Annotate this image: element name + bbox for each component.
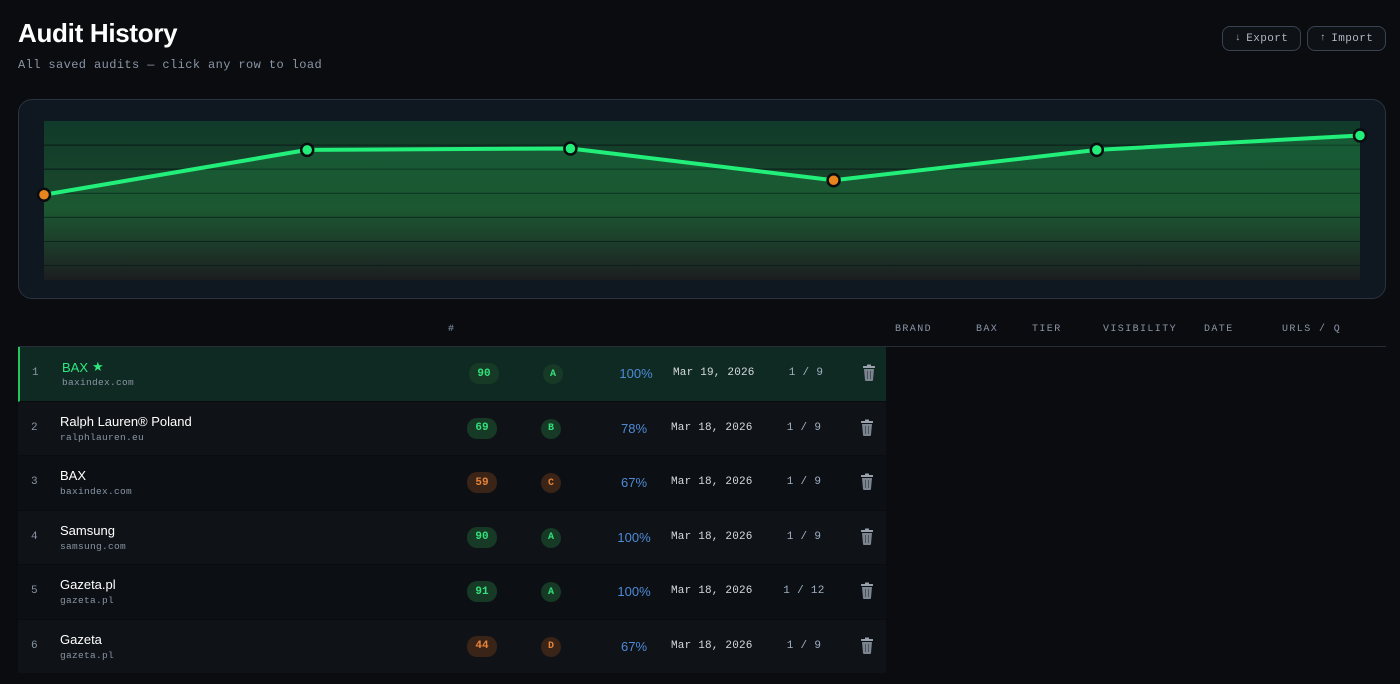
brand-name: Gazeta.pl bbox=[60, 577, 116, 592]
audit-date: Mar 18, 2026 bbox=[671, 421, 753, 434]
chart-point[interactable] bbox=[36, 187, 52, 202]
chart-point[interactable] bbox=[563, 141, 578, 156]
row-brand: Ralph Lauren® Poland bbox=[60, 414, 192, 429]
visibility-value: 67% bbox=[620, 475, 648, 490]
visibility-value: 78% bbox=[620, 420, 648, 436]
table-header: # BRAND BAX TIER VISIBILITY DATE URLS / … bbox=[0, 322, 1400, 338]
audit-date: Mar 19, 2026 bbox=[673, 367, 755, 379]
col-index: # bbox=[448, 324, 456, 335]
table-row[interactable]: 4 Samsung samsung.com 90 A 100% Mar 18, 2026 1 … bbox=[18, 510, 886, 565]
export-label: Export bbox=[1246, 32, 1289, 45]
urls-count: 1 / 12 bbox=[783, 585, 825, 597]
visibility-value: 100% bbox=[617, 529, 651, 545]
trash-icon[interactable] bbox=[861, 364, 877, 382]
row-domain: samsung.com bbox=[60, 540, 127, 552]
row-domain: ralphlauren.eu bbox=[60, 431, 145, 443]
table-row[interactable]: 6 Gazeta gazeta.pl 44 D 67% Mar 18, 2026 1 / 9 bbox=[18, 619, 886, 674]
table-row[interactable]: 1 BAX ★ baxindex.com 90 A 100% Mar 19, 2026 1 / … bbox=[18, 347, 886, 402]
col-urls: URLS / Q bbox=[1282, 324, 1342, 335]
visibility-value: 100% bbox=[617, 584, 651, 599]
urls-count: 1 / 9 bbox=[786, 530, 822, 543]
trash-icon[interactable] bbox=[859, 637, 875, 655]
page-title: Audit History bbox=[18, 18, 178, 48]
row-index: 4 bbox=[31, 530, 38, 543]
down-arrow-icon: ↓ bbox=[1234, 33, 1242, 44]
score-trend-chart bbox=[18, 99, 1386, 299]
bax-score-badge: 44 bbox=[467, 635, 497, 657]
col-date: DATE bbox=[1204, 324, 1234, 335]
urls-count: 1 / 9 bbox=[788, 367, 824, 379]
chart-point[interactable] bbox=[299, 142, 315, 158]
chart-series-line bbox=[43, 133, 1361, 197]
import-button[interactable]: ↑ Import bbox=[1307, 26, 1386, 51]
tier-badge: A bbox=[541, 582, 561, 602]
bax-score-badge: 69 bbox=[467, 417, 497, 439]
tier-badge: B bbox=[541, 418, 561, 439]
row-brand: BAX ★ bbox=[62, 359, 104, 375]
star-icon: ★ bbox=[92, 359, 104, 374]
row-index: 5 bbox=[31, 585, 38, 597]
tier-badge: C bbox=[541, 473, 561, 493]
col-tier: TIER bbox=[1032, 324, 1062, 335]
tier-badge: A bbox=[543, 364, 563, 384]
row-brand: Gazeta bbox=[60, 632, 102, 647]
import-label: Import bbox=[1331, 32, 1374, 45]
export-button[interactable]: ↓ Export bbox=[1222, 26, 1301, 51]
row-domain: gazeta.pl bbox=[60, 649, 115, 661]
col-brand: BRAND bbox=[895, 324, 933, 335]
bax-score-badge: 59 bbox=[467, 472, 497, 493]
trash-icon[interactable] bbox=[859, 473, 875, 491]
audit-date: Mar 18, 2026 bbox=[671, 585, 753, 597]
urls-count: 1 / 9 bbox=[786, 421, 822, 434]
urls-count: 1 / 9 bbox=[786, 476, 822, 488]
row-index: 2 bbox=[31, 421, 38, 434]
visibility-value: 100% bbox=[619, 366, 653, 381]
table-header-divider bbox=[18, 346, 1386, 347]
bax-score-badge: 91 bbox=[467, 581, 497, 602]
row-brand: BAX bbox=[60, 468, 86, 483]
tier-badge: A bbox=[541, 527, 561, 548]
brand-name: BAX bbox=[62, 359, 89, 375]
audit-date: Mar 18, 2026 bbox=[671, 530, 753, 543]
row-domain: baxindex.com bbox=[60, 486, 133, 497]
trash-icon[interactable] bbox=[859, 528, 875, 546]
chart-point[interactable] bbox=[1089, 142, 1105, 158]
audit-date: Mar 18, 2026 bbox=[671, 639, 753, 652]
row-index: 6 bbox=[31, 639, 38, 652]
trash-icon[interactable] bbox=[859, 582, 875, 600]
page-subtitle: All saved audits — click any row to load bbox=[18, 58, 323, 72]
row-index: 1 bbox=[32, 367, 39, 379]
table-row[interactable]: 5 Gazeta.pl gazeta.pl 91 A 100% Mar 18, 2026 1 … bbox=[18, 565, 886, 620]
brand-name: Samsung bbox=[60, 522, 115, 538]
urls-count: 1 / 9 bbox=[786, 639, 822, 652]
row-index: 3 bbox=[31, 476, 38, 488]
table-row[interactable]: 3 BAX baxindex.com 59 C 67% Mar 18, 2026 1 / 9 bbox=[18, 456, 886, 511]
audit-date: Mar 18, 2026 bbox=[671, 476, 753, 488]
audit-list: 1 BAX ★ baxindex.com 90 A 100% Mar 19, 2026 1 / … bbox=[18, 347, 886, 674]
bax-score-badge: 90 bbox=[469, 363, 499, 384]
visibility-value: 67% bbox=[620, 638, 648, 654]
row-brand: Samsung bbox=[60, 523, 115, 538]
brand-name: Ralph Lauren® Poland bbox=[60, 413, 192, 429]
col-visibility: VISIBILITY bbox=[1103, 324, 1178, 335]
chart-point[interactable] bbox=[826, 173, 841, 188]
chart-point[interactable] bbox=[1352, 128, 1368, 143]
row-domain: baxindex.com bbox=[62, 377, 135, 388]
brand-name: Gazeta bbox=[60, 631, 102, 647]
col-bax: BAX bbox=[976, 324, 999, 335]
tier-badge: D bbox=[541, 636, 561, 657]
row-brand: Gazeta.pl bbox=[60, 577, 116, 592]
bax-score-badge: 90 bbox=[467, 526, 497, 548]
trash-icon[interactable] bbox=[859, 419, 875, 437]
chart-area-fill bbox=[44, 135, 1360, 280]
brand-name: BAX bbox=[60, 468, 87, 483]
score-trend-svg bbox=[36, 121, 1368, 280]
row-domain: gazeta.pl bbox=[60, 595, 115, 606]
table-row[interactable]: 2 Ralph Lauren® Poland ralphlauren.eu 69 B 78… bbox=[18, 401, 886, 456]
up-arrow-icon: ↑ bbox=[1319, 33, 1327, 44]
